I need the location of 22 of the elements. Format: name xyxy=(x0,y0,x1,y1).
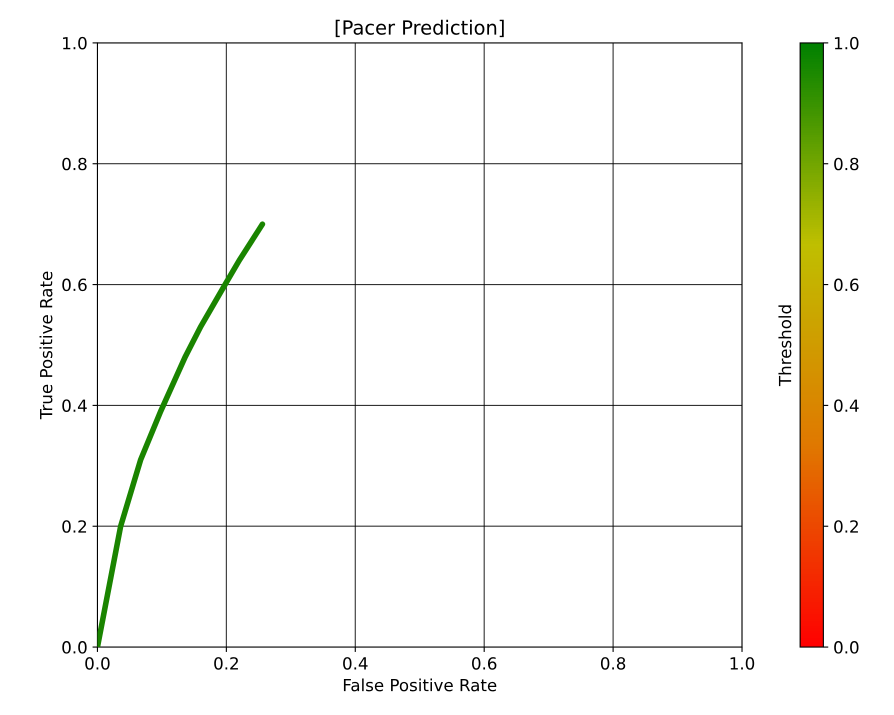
color-bar-label: 0.4 xyxy=(834,399,859,412)
x-tick-label: 0.2 xyxy=(214,657,238,670)
chart-title: [Pacer Prediction] xyxy=(336,20,504,38)
y-axis-title: True Positive Rate xyxy=(40,272,52,420)
color-bar-title: Threshold xyxy=(778,305,792,386)
y-tick-label: 0.4 xyxy=(62,399,87,412)
y-tick-label: 0.0 xyxy=(62,641,87,654)
y-tick-label: 1.0 xyxy=(63,36,87,50)
x-tick-label: 1.0 xyxy=(730,657,754,670)
color-bar-label: 0.2 xyxy=(834,520,858,533)
x-axis-title: False Positive Rate xyxy=(344,678,496,692)
x-tick-label: 0.6 xyxy=(472,657,496,670)
color-bar-label: 0.6 xyxy=(834,278,859,292)
x-tick-label: 0.0 xyxy=(85,657,110,670)
x-tick-label: 0.4 xyxy=(343,657,368,670)
color-bar-label: 1.0 xyxy=(834,36,858,50)
y-tick-label: 0.2 xyxy=(62,520,86,533)
x-tick-label: 0.8 xyxy=(600,657,626,670)
color-bar-label: 0.8 xyxy=(834,158,858,170)
color-bar-label: 0.0 xyxy=(834,641,858,654)
y-tick-label: 0.6 xyxy=(62,278,87,292)
y-tick-label: 0.8 xyxy=(62,158,87,170)
